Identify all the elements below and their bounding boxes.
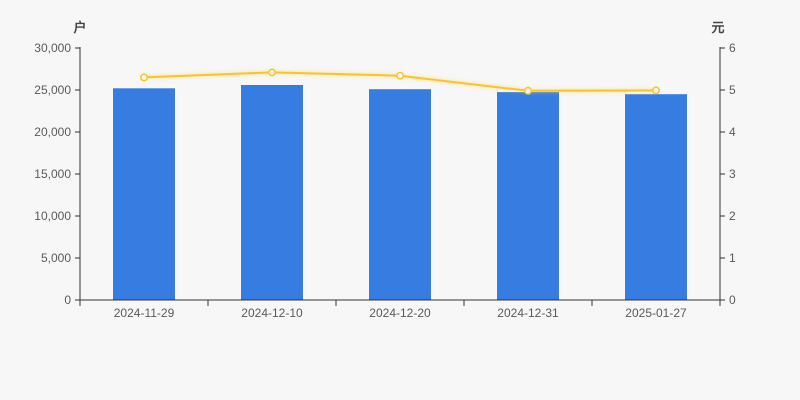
right-axis-unit-label: 元 xyxy=(711,20,725,35)
x-axis-category-label: 2025-01-27 xyxy=(625,306,687,320)
right-axis-tick-label: 5 xyxy=(729,83,736,97)
right-axis-tick-label: 2 xyxy=(729,209,736,223)
line-point-2024-12-20[interactable] xyxy=(395,71,404,80)
x-axis-category-label: 2024-12-20 xyxy=(369,306,431,320)
left-axis-tick-label: 5,000 xyxy=(41,251,71,265)
left-axis-unit-label: 户 xyxy=(73,20,87,35)
left-axis-tick-label: 0 xyxy=(64,293,71,307)
bar-2024-11-29[interactable] xyxy=(113,88,175,300)
right-axis-tick-label: 1 xyxy=(729,251,736,265)
line-point-2024-11-29[interactable] xyxy=(140,73,149,82)
right-axis-tick-label: 6 xyxy=(729,41,736,55)
line-point-2024-12-31[interactable] xyxy=(523,86,532,95)
bar-2024-12-10[interactable] xyxy=(241,85,303,300)
left-axis-tick-label: 20,000 xyxy=(34,125,71,139)
left-axis-tick-label: 30,000 xyxy=(34,41,71,55)
right-axis-tick-label: 4 xyxy=(729,125,736,139)
right-axis-tick-label: 3 xyxy=(729,167,736,181)
bar-2024-12-31[interactable] xyxy=(497,92,559,300)
right-axis-tick-label: 0 xyxy=(729,293,736,307)
bar-2025-01-27[interactable] xyxy=(625,94,687,300)
x-axis-category-label: 2024-12-10 xyxy=(241,306,303,320)
x-axis-category-label: 2024-12-31 xyxy=(497,306,559,320)
left-axis-tick-label: 10,000 xyxy=(34,209,71,223)
line-point-2025-01-27[interactable] xyxy=(651,86,660,95)
bar-2024-12-20[interactable] xyxy=(369,89,431,300)
left-axis-tick-label: 15,000 xyxy=(34,167,71,181)
line-point-2024-12-10[interactable] xyxy=(267,68,276,77)
left-axis-tick-label: 25,000 xyxy=(34,83,71,97)
x-axis-category-label: 2024-11-29 xyxy=(114,306,175,320)
